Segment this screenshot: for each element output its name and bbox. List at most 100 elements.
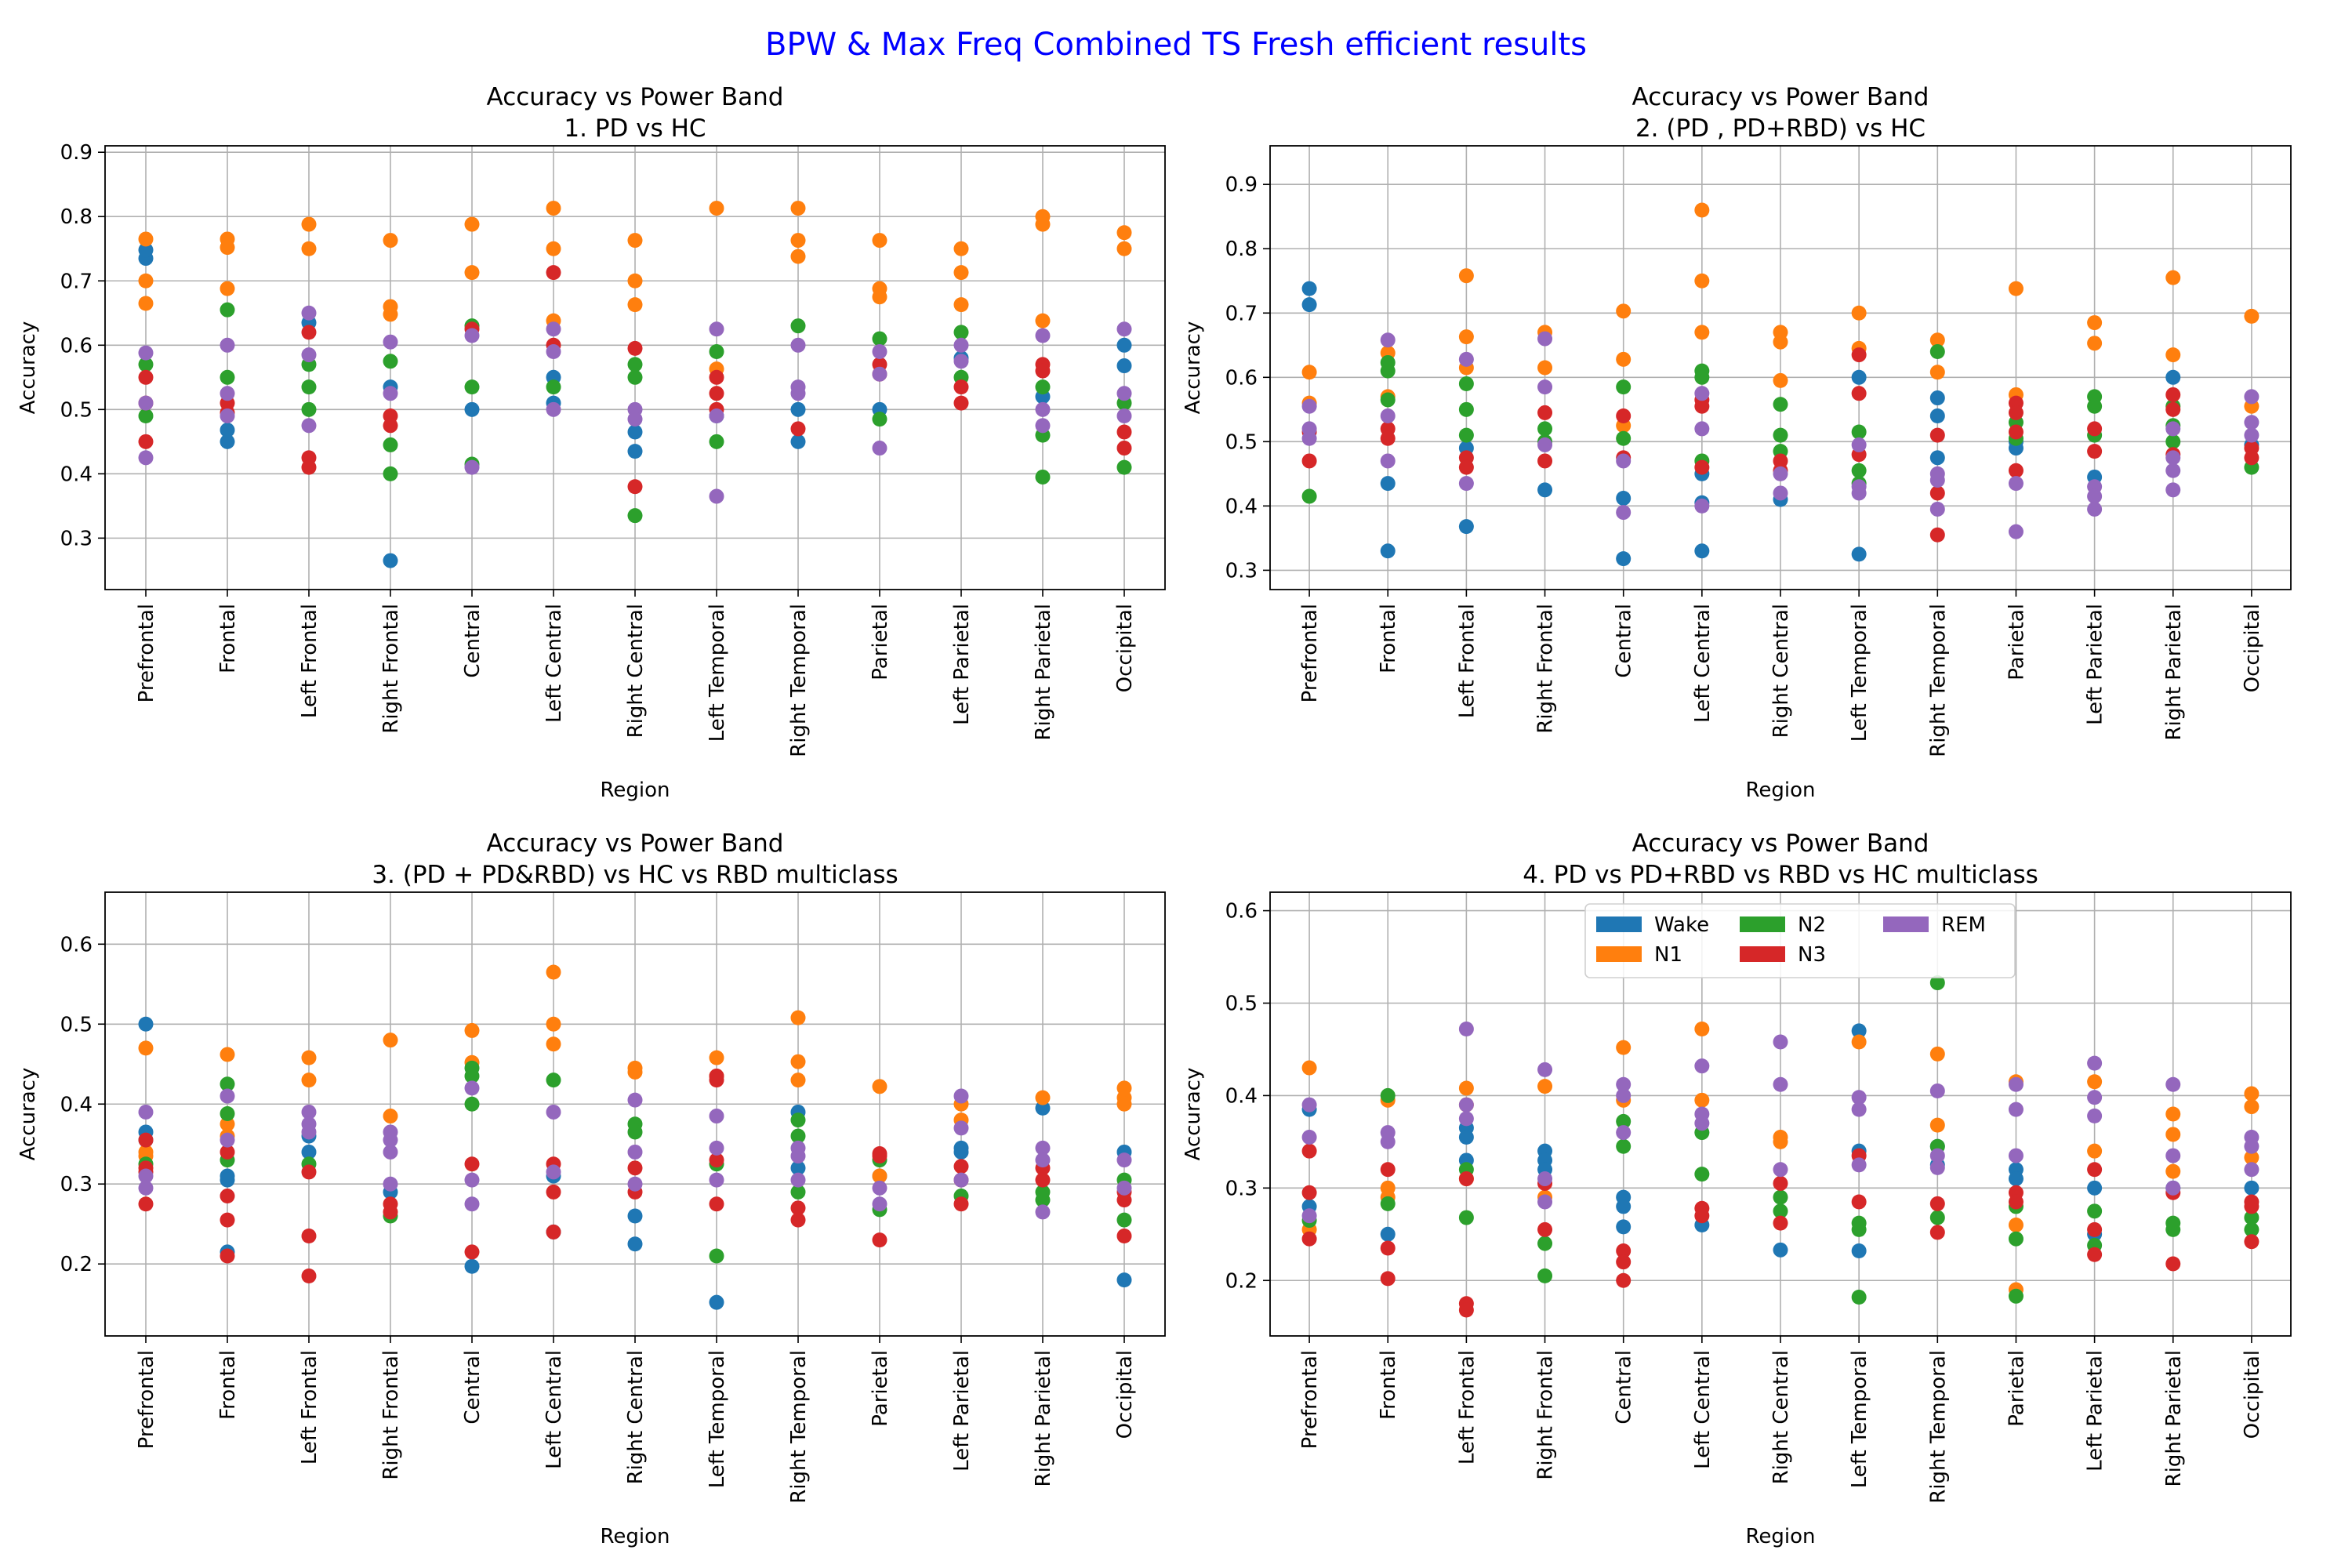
- point-n2: [2165, 434, 2181, 449]
- point-n1: [1301, 365, 1317, 380]
- point-rem: [1458, 1111, 1474, 1127]
- point-n2: [2165, 1221, 2181, 1237]
- point-rem: [709, 1109, 724, 1124]
- point-n1: [872, 1079, 887, 1094]
- point-wake: [790, 401, 806, 417]
- x-tick-label: Left Frontal: [1455, 1350, 1479, 1465]
- x-tick-label: Left Temporal: [706, 1350, 729, 1488]
- point-rem: [138, 1180, 154, 1196]
- point-rem: [383, 1144, 398, 1160]
- point-rem: [2008, 1102, 2024, 1117]
- point-n3: [2008, 424, 2024, 440]
- point-n1: [790, 233, 806, 249]
- point-n2: [1616, 430, 1632, 446]
- point-n3: [1458, 1171, 1474, 1187]
- point-wake: [1851, 369, 1867, 385]
- x-tick-label: Parietal: [2005, 1350, 2028, 1427]
- point-n2: [709, 434, 724, 449]
- x-tick-label: Right Parietal: [1032, 1350, 1055, 1486]
- x-tick-label: Right Frontal: [379, 1350, 403, 1480]
- point-wake: [138, 1016, 154, 1032]
- point-wake: [301, 1144, 317, 1160]
- point-n2: [1380, 363, 1396, 379]
- x-tick-label: Right Central: [1769, 1350, 1793, 1484]
- point-n3: [1929, 1196, 1945, 1211]
- y-tick-label: 0.5: [60, 398, 93, 422]
- point-n2: [872, 331, 887, 347]
- x-tick-label: Left Central: [543, 1350, 566, 1469]
- point-n1: [383, 1109, 398, 1124]
- x-tick-label: Right Temporal: [787, 604, 811, 757]
- point-wake: [1616, 491, 1632, 506]
- x-tick-label: Left Temporal: [1848, 1350, 1871, 1488]
- point-n3: [1035, 1172, 1051, 1188]
- point-n3: [1301, 1185, 1317, 1200]
- point-n3: [1616, 408, 1632, 424]
- point-n3: [2008, 405, 2024, 420]
- point-rem: [953, 337, 969, 353]
- point-rem: [546, 1164, 561, 1180]
- point-n3: [1301, 453, 1317, 469]
- point-n1: [2087, 336, 2103, 351]
- point-n3: [627, 1160, 643, 1176]
- point-n1: [2165, 1163, 2181, 1179]
- point-wake: [790, 1160, 806, 1176]
- point-n2: [1458, 1210, 1474, 1225]
- point-n1: [1301, 1060, 1317, 1076]
- point-rem: [1301, 1208, 1317, 1224]
- point-rem: [464, 459, 480, 475]
- point-n2: [1616, 1113, 1632, 1129]
- point-wake: [1537, 482, 1553, 498]
- x-tick-label: Left Frontal: [1455, 604, 1479, 718]
- x-tick-label: Occipital: [1113, 1350, 1137, 1439]
- point-n2: [1035, 379, 1051, 395]
- point-rem: [1773, 1076, 1788, 1092]
- point-n2: [627, 357, 643, 372]
- point-rem: [1694, 1116, 1710, 1131]
- x-tick-label: Right Temporal: [787, 1350, 811, 1504]
- point-rem: [1035, 328, 1051, 343]
- x-tick-label: Central: [1613, 604, 1636, 678]
- point-n1: [872, 289, 887, 305]
- point-n3: [1116, 441, 1132, 456]
- x-tick-label: Right Temporal: [1926, 604, 1950, 757]
- point-rem: [1773, 485, 1788, 501]
- point-n2: [790, 1128, 806, 1144]
- point-n3: [709, 386, 724, 401]
- point-n3: [464, 1156, 480, 1172]
- point-wake: [627, 1236, 643, 1252]
- point-n3: [1773, 1215, 1788, 1231]
- x-tick-label: Left Parietal: [950, 1350, 974, 1472]
- point-n3: [790, 1200, 806, 1216]
- point-wake: [1380, 476, 1396, 492]
- point-rem: [953, 354, 969, 369]
- point-n3: [220, 1144, 235, 1160]
- point-rem: [627, 1144, 643, 1160]
- point-n3: [2087, 1247, 2103, 1262]
- point-n1: [138, 273, 154, 289]
- point-n3: [1035, 363, 1051, 379]
- point-rem: [2244, 389, 2259, 405]
- point-n1: [1694, 202, 1710, 218]
- point-n2: [627, 369, 643, 385]
- point-n2: [2008, 1231, 2024, 1247]
- point-n2: [1694, 1167, 1710, 1182]
- point-rem: [1035, 1140, 1051, 1156]
- point-rem: [1035, 1204, 1051, 1220]
- y-tick-label: 0.4: [60, 1093, 93, 1116]
- x-tick-label: Frontal: [1377, 604, 1400, 673]
- point-rem: [1851, 437, 1867, 452]
- point-n1: [1694, 1022, 1710, 1037]
- point-wake: [1301, 281, 1317, 296]
- point-n2: [709, 1248, 724, 1264]
- point-n1: [1694, 1092, 1710, 1108]
- x-tick-label: Left Central: [1691, 604, 1715, 723]
- point-wake: [1116, 337, 1132, 353]
- point-n2: [1616, 1138, 1632, 1154]
- point-rem: [627, 412, 643, 427]
- point-n3: [383, 1204, 398, 1220]
- point-n3: [953, 395, 969, 411]
- point-n3: [627, 479, 643, 495]
- point-n1: [138, 296, 154, 311]
- point-n3: [1537, 453, 1553, 469]
